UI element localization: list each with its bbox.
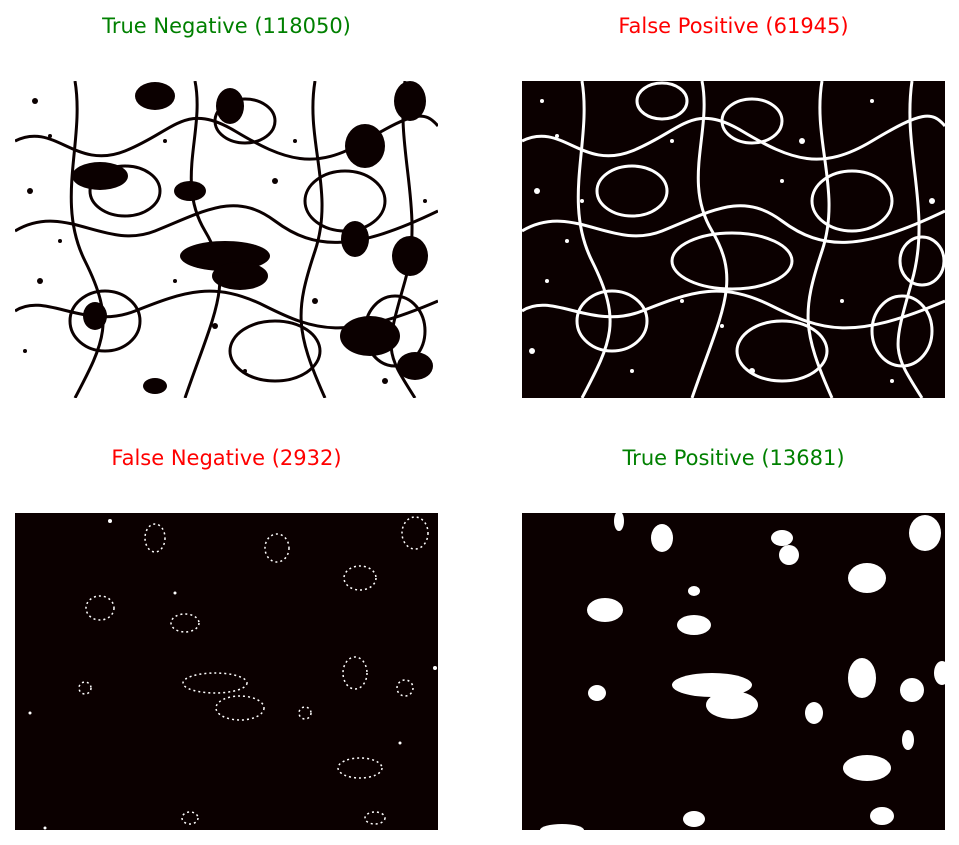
panel-title-true-positive: True Positive (13681) (622, 446, 845, 470)
true-negative-mask-graphic (15, 81, 438, 398)
false-positive-mask-graphic (522, 81, 945, 398)
panel-title-false-positive: False Positive (61945) (618, 14, 849, 38)
panel-title-true-negative: True Negative (118050) (102, 14, 351, 38)
true-negative-mask-image (15, 81, 438, 398)
true-positive-mask-graphic (522, 513, 945, 830)
true-positive-mask-image (522, 513, 945, 830)
panel-title-false-negative: False Negative (2932) (111, 446, 342, 470)
false-positive-mask-image (522, 81, 945, 398)
false-negative-mask-graphic (15, 513, 438, 830)
false-negative-mask-image (15, 513, 438, 830)
